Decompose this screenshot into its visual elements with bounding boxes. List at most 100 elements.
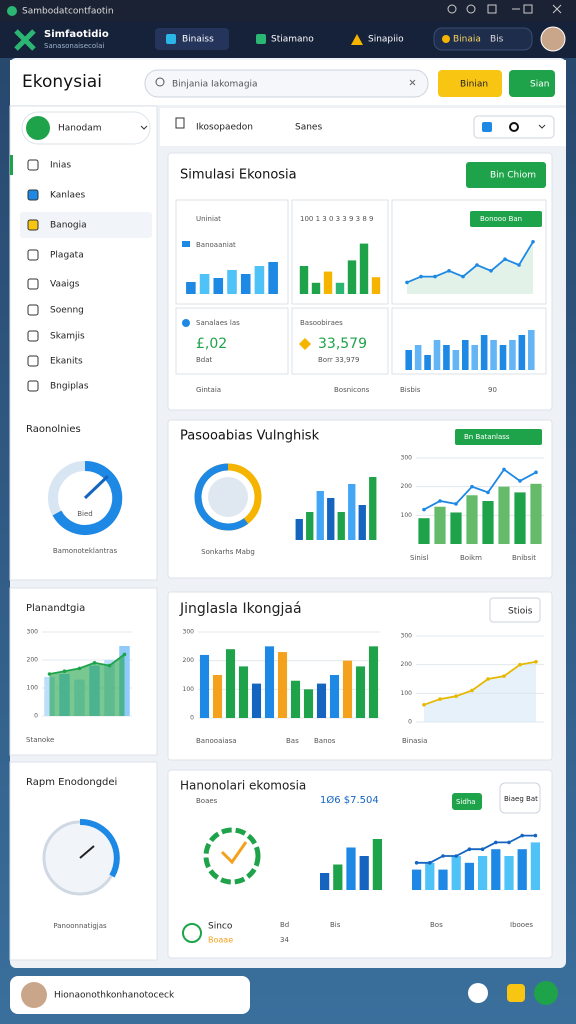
point (92, 661, 97, 665)
y-tick-label: 200 (183, 657, 195, 664)
stat-icon (299, 338, 311, 350)
button[interactable] (489, 597, 541, 623)
menu-item[interactable]: Vaaigs (50, 280, 80, 290)
tab[interactable]: Sinapiio (368, 35, 404, 45)
point (47, 672, 52, 676)
point (502, 674, 506, 678)
clock-arc (79, 818, 120, 878)
page-title: Ekonysiai (22, 72, 102, 92)
menu-item[interactable]: Skamjis (50, 332, 85, 342)
bar (530, 483, 542, 544)
bar (346, 847, 356, 890)
button-green[interactable] (466, 162, 546, 188)
button-yellow[interactable] (438, 70, 502, 97)
bar (466, 495, 478, 544)
bar (372, 839, 383, 890)
bar (490, 340, 497, 370)
stat-label: Sinco (208, 922, 233, 932)
card-title: Rapm Enodongdei (26, 777, 117, 788)
menu-item[interactable]: Ekanits (50, 357, 83, 367)
action-button[interactable] (534, 981, 558, 1005)
search-box[interactable] (144, 69, 429, 98)
bar (438, 869, 448, 890)
point (433, 274, 437, 279)
bar (405, 350, 413, 370)
point (428, 861, 432, 865)
menu: Inias Kanlaes Banogia Plagata Vaaigs Soenng Sk… (20, 159, 152, 392)
menu-item[interactable]: Kanlaes (50, 191, 86, 201)
point (122, 652, 127, 657)
line (49, 653, 126, 675)
chart (319, 839, 383, 890)
footer-label: Bis (330, 921, 341, 929)
bar (452, 350, 460, 370)
bar (443, 345, 450, 370)
gauge-label: Bied (77, 510, 93, 518)
bar (499, 345, 507, 370)
menu-icon (27, 330, 39, 342)
menu-item[interactable]: Plagata (50, 251, 84, 261)
menu-icon (27, 219, 39, 231)
clock-hand (79, 845, 95, 859)
point (534, 470, 538, 475)
button-label: Sidha (456, 798, 476, 806)
legend-swatch (182, 241, 190, 247)
footer-label: Banos (314, 737, 336, 745)
bar (527, 330, 535, 370)
point (531, 240, 535, 244)
account-label: Binaia (453, 35, 481, 45)
menu-icon (27, 355, 39, 367)
button-green[interactable] (452, 793, 482, 810)
toolbar-controls[interactable] (473, 115, 555, 139)
tab[interactable]: Stiamano (271, 35, 314, 45)
profile-pill[interactable] (21, 111, 151, 145)
gauge-needle (83, 474, 110, 500)
account-pill[interactable] (433, 27, 533, 51)
tab[interactable]: Binaiss (182, 35, 214, 45)
bar (240, 274, 251, 294)
bar (342, 660, 353, 718)
bar (480, 335, 488, 370)
menu-item[interactable]: Soenng (50, 306, 84, 316)
action-button[interactable] (468, 983, 488, 1003)
stat-sub: Borr 33,979 (318, 356, 359, 364)
point (475, 263, 479, 267)
menu-item[interactable]: Banogia (50, 221, 87, 231)
point (503, 257, 507, 262)
chart (405, 240, 535, 294)
bar (254, 266, 265, 294)
y-tick-label: 100 (183, 686, 195, 693)
card-title: Hanonolari ekomosia (180, 779, 306, 793)
bar (358, 505, 366, 540)
chart (295, 477, 377, 540)
bar (450, 512, 462, 544)
point (517, 263, 521, 267)
menu-item[interactable]: Inias (50, 161, 71, 171)
card-title: Planandtgia (26, 603, 85, 614)
button-green[interactable] (509, 70, 555, 97)
point (507, 840, 511, 845)
avatar[interactable] (21, 982, 47, 1008)
stat-value: £,02 (196, 336, 227, 352)
bar (316, 491, 324, 540)
profile-name: Hanodam (58, 124, 102, 134)
button[interactable] (499, 782, 541, 814)
dropdown[interactable]: Ikosopaedon (196, 123, 253, 133)
chart: 0 100 200 300 (27, 629, 132, 720)
bar (316, 683, 327, 718)
card-footer: Stanoke (26, 736, 54, 744)
globe (208, 477, 248, 517)
bar (303, 689, 314, 718)
menu-item[interactable]: Bngiplas (50, 382, 89, 392)
bar (295, 519, 303, 540)
bar (369, 477, 377, 540)
action-button[interactable] (507, 984, 525, 1002)
avatar[interactable] (540, 26, 566, 52)
bar (414, 345, 422, 370)
menu-icon (27, 380, 39, 392)
clear-icon[interactable] (409, 79, 416, 86)
bar (424, 355, 431, 370)
donut-caption: Sonkarhs Mabg (201, 548, 255, 556)
bar (518, 335, 526, 370)
bar (306, 512, 314, 540)
